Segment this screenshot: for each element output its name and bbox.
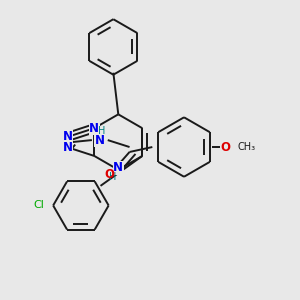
- Text: N: N: [63, 130, 73, 143]
- Text: Cl: Cl: [34, 200, 45, 211]
- Text: H: H: [98, 126, 106, 136]
- Text: N: N: [95, 134, 105, 147]
- Text: O: O: [220, 140, 231, 154]
- Text: N: N: [89, 122, 99, 135]
- Text: H: H: [109, 172, 116, 182]
- Text: CH₃: CH₃: [238, 142, 256, 152]
- Text: O: O: [105, 168, 115, 181]
- Text: N: N: [113, 161, 123, 174]
- Text: N: N: [63, 141, 73, 154]
